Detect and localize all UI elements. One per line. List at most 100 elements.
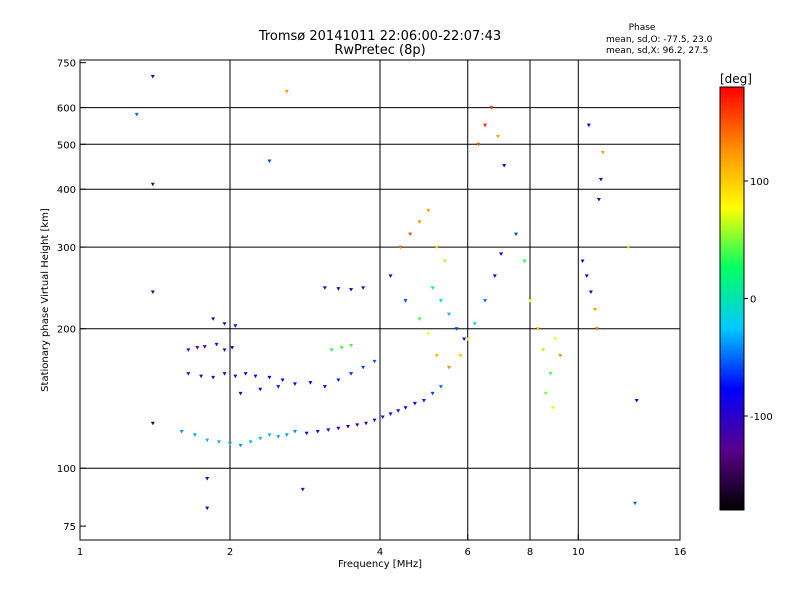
data-point xyxy=(434,354,439,358)
grid-lines xyxy=(80,60,680,540)
data-point xyxy=(238,443,243,448)
data-point xyxy=(535,327,540,331)
data-point xyxy=(304,431,309,436)
data-point xyxy=(349,343,354,348)
x-tick-label: 4 xyxy=(377,547,383,558)
colorbar xyxy=(719,86,745,511)
data-point xyxy=(372,418,377,423)
data-point xyxy=(216,440,221,444)
data-point xyxy=(199,374,204,379)
data-point xyxy=(202,345,207,349)
data-point xyxy=(553,337,558,342)
data-point xyxy=(205,506,210,511)
data-point xyxy=(541,348,546,352)
data-point xyxy=(222,372,227,376)
data-point xyxy=(438,385,443,389)
y-tick-label: 100 xyxy=(57,464,76,475)
data-point xyxy=(592,308,597,312)
data-point xyxy=(336,426,341,431)
data-point xyxy=(417,317,422,321)
data-point xyxy=(233,374,238,379)
data-point xyxy=(551,406,556,410)
data-point xyxy=(442,259,447,263)
data-point xyxy=(458,354,463,358)
data-point xyxy=(528,299,532,303)
stats-line-x: mean, sd,X: 96.2, 27.5 xyxy=(606,46,708,56)
data-point xyxy=(558,354,563,358)
data-point xyxy=(483,299,488,303)
data-point xyxy=(633,501,638,506)
data-point xyxy=(355,423,360,427)
data-point xyxy=(322,286,327,290)
data-point xyxy=(476,142,481,147)
data-point xyxy=(300,487,305,492)
data-point xyxy=(276,385,281,389)
data-point xyxy=(150,182,155,187)
data-point xyxy=(598,177,603,182)
axis-ticks: 1 2 4 6 8 10 16 75 100 200 300 400 500 600 750 xyxy=(57,59,686,558)
data-point xyxy=(211,375,216,380)
x-tick-label: 1 xyxy=(77,547,83,558)
colorbar-tick-label: -100 xyxy=(750,412,773,423)
data-point xyxy=(584,274,589,278)
data-point xyxy=(495,134,500,139)
colorbar-tick-label: 0 xyxy=(750,295,756,306)
data-point xyxy=(284,433,289,437)
data-point xyxy=(596,198,601,202)
data-point xyxy=(462,337,467,342)
data-point xyxy=(267,375,272,380)
data-point xyxy=(276,435,281,439)
data-point xyxy=(483,123,488,128)
data-point xyxy=(634,398,639,403)
y-tick-label: 75 xyxy=(63,522,76,533)
data-point xyxy=(339,346,344,350)
data-point xyxy=(372,359,377,364)
x-axis-label: Frequency [MHz] xyxy=(338,559,422,570)
data-point xyxy=(336,287,341,291)
data-point xyxy=(446,365,451,370)
data-point xyxy=(186,348,191,352)
y-tick-label: 300 xyxy=(57,243,76,254)
data-point xyxy=(412,401,417,406)
data-point xyxy=(421,398,426,403)
data-point xyxy=(548,372,553,376)
data-point xyxy=(336,378,341,383)
chart-title: Tromsø 20141011 22:06:00-22:07:43 xyxy=(258,29,501,44)
data-points xyxy=(134,75,639,511)
data-point xyxy=(195,346,200,350)
y-axis-label: Stationary phase Virtual Height [km] xyxy=(40,208,51,392)
data-point xyxy=(434,245,439,250)
data-point xyxy=(345,425,350,429)
data-point xyxy=(417,220,422,224)
data-point xyxy=(253,374,258,379)
data-point xyxy=(258,387,263,392)
data-point xyxy=(228,442,232,446)
data-point xyxy=(322,385,327,389)
data-point xyxy=(186,372,191,376)
data-point xyxy=(222,322,227,326)
y-tick-label: 400 xyxy=(57,185,76,196)
data-point xyxy=(403,299,408,303)
data-point xyxy=(588,290,593,295)
data-point xyxy=(502,163,507,168)
data-point xyxy=(308,381,313,385)
data-point xyxy=(403,406,408,410)
data-point xyxy=(388,412,393,416)
x-tick-label: 2 xyxy=(227,547,233,558)
colorbar-label: [deg] xyxy=(720,72,752,86)
data-point xyxy=(243,372,248,376)
data-point xyxy=(258,436,263,441)
data-point xyxy=(329,348,334,352)
data-point xyxy=(205,438,210,443)
data-point xyxy=(315,430,320,434)
data-point xyxy=(361,286,366,290)
data-point xyxy=(489,106,494,110)
data-point xyxy=(398,245,403,250)
data-point xyxy=(438,299,443,303)
data-point xyxy=(150,290,155,295)
data-point xyxy=(233,324,238,328)
y-tick-label: 600 xyxy=(57,104,76,115)
data-point xyxy=(492,274,497,278)
data-point xyxy=(349,372,354,376)
